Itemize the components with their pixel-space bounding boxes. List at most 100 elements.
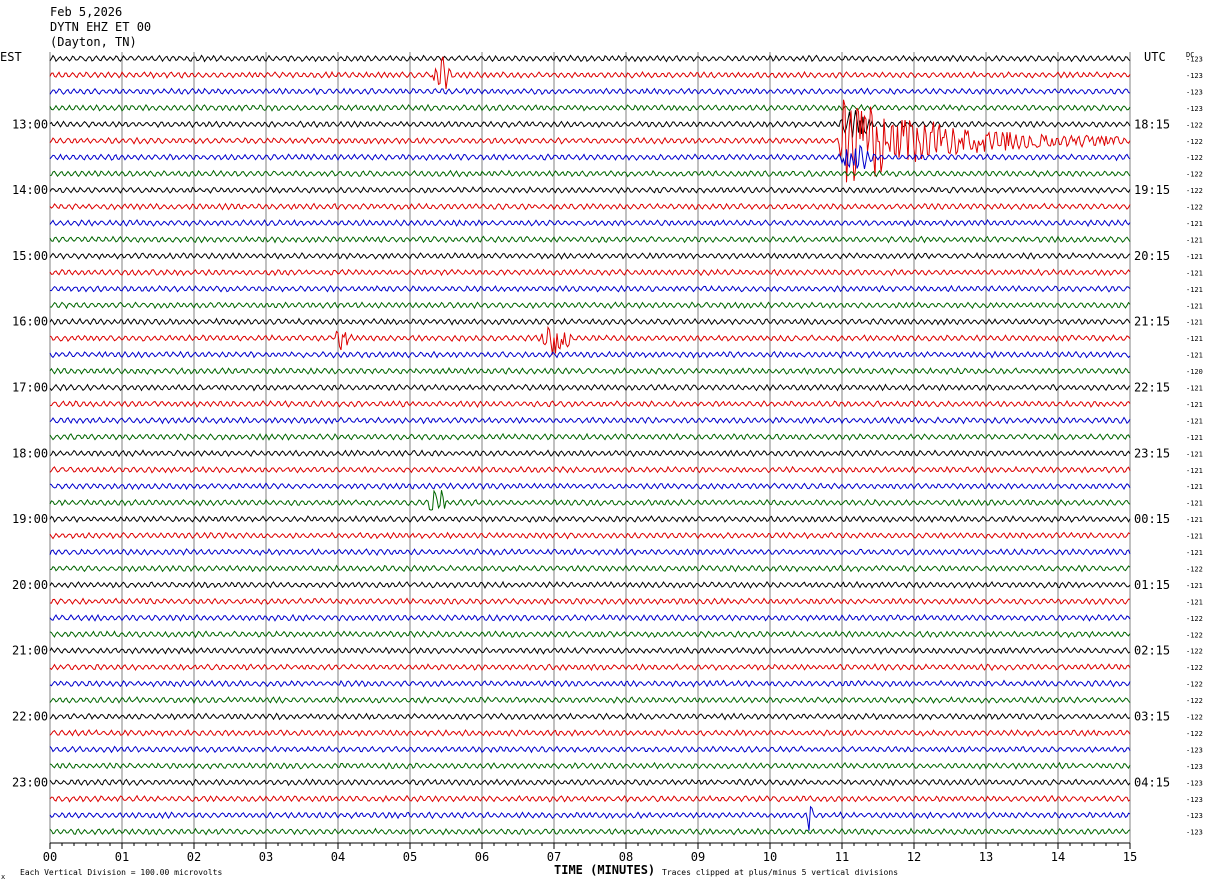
utc-hour-label: 19:15 [1134,183,1170,197]
x-tick-label: 03 [259,850,273,864]
trace-line [49,103,1131,112]
dc-offset-value: -121 [1186,500,1203,508]
dc-offset-value: -121 [1186,253,1203,261]
x-tick-label: 04 [331,850,345,864]
dc-offset-header: DC [1186,51,1194,59]
dc-offset-value: -122 [1186,664,1203,672]
dc-offset-value: -121 [1186,401,1203,409]
dc-offset-value: -123 [1186,72,1203,80]
x-tick-label: 10 [763,850,777,864]
utc-hour-label: 03:15 [1134,710,1170,724]
trace-line [49,712,1131,721]
trace-line [49,399,1131,408]
trace-line [49,169,1131,178]
utc-hour-label: 20:15 [1134,249,1170,263]
dc-offset-value: -123 [1186,88,1203,96]
est-hour-label: 21:00 [12,644,48,658]
trace-line [49,268,1131,277]
dc-offset-value: -121 [1186,352,1203,360]
dc-offset-value: -120 [1186,368,1203,376]
dc-offset-value: -121 [1186,286,1203,294]
trace-line [49,235,1131,244]
utc-hour-labels: 18:15 19:15 20:15 21:15 22:15 23:15 00:15 01:15… [1134,117,1170,789]
trace-line [49,564,1131,573]
trace-line [49,663,1131,672]
x-tick-label: 12 [907,850,921,864]
est-hour-label: 22:00 [12,710,48,724]
trace-line [49,794,1131,803]
utc-hour-label: 21:15 [1134,315,1170,329]
dc-offset-value: -122 [1186,648,1203,656]
header-location: (Dayton, TN) [50,35,137,49]
dc-offset-value: -121 [1186,467,1203,475]
est-hour-label: 18:00 [12,446,48,460]
dc-offset-value: -121 [1186,483,1203,491]
dc-offset-value: -123 [1186,796,1203,804]
corner-mark: x [1,873,5,881]
trace-line [49,482,1131,491]
trace-line [49,613,1131,622]
trace-line [49,696,1131,705]
dc-offset-value: -121 [1186,269,1203,277]
trace-line [49,630,1131,639]
trace-line [49,325,1131,355]
dc-offset-value: -122 [1186,154,1203,162]
header-date: Feb 5,2026 [50,5,122,19]
utc-hour-label: 00:15 [1134,512,1170,526]
dc-offset-value: -122 [1186,204,1203,212]
trace-line [49,646,1131,655]
trace-line [49,251,1131,260]
dc-offset-value: -121 [1186,319,1203,327]
dc-offset-value: -123 [1186,746,1203,754]
chart-header: Feb 5,2026 DYTN EHZ ET 00 (Dayton, TN) [50,5,151,49]
trace-line [49,449,1131,458]
dc-offset-value: -121 [1186,450,1203,458]
utc-hour-label: 02:15 [1134,644,1170,658]
trace-line [49,547,1131,557]
est-hour-label: 23:00 [12,775,48,789]
trace-line [49,745,1131,754]
trace-line [49,805,1131,831]
dc-offset-value: -121 [1186,533,1203,541]
scale-note: Each Vertical Division = 100.00 microvol… [20,868,222,877]
est-hour-labels: 13:00 14:00 15:00 16:00 17:00 18:00 19:00 20:00… [12,117,48,789]
trace-line [49,186,1131,194]
trace-line [49,144,1131,169]
trace-line [49,87,1131,96]
dc-offset-value: -121 [1186,417,1203,425]
dc-offset-value: -121 [1186,220,1203,228]
x-tick-label: 09 [691,850,705,864]
trace-line [49,489,1131,511]
utc-hour-label: 04:15 [1134,775,1170,789]
est-hour-label: 13:00 [12,117,48,131]
dc-offset-value: -122 [1186,615,1203,623]
dc-offset-value: -122 [1186,714,1203,722]
est-hour-label: 19:00 [12,512,48,526]
dc-offset-value: -122 [1186,138,1203,146]
trace-line [49,597,1131,606]
dc-offset-value: -123 [1186,812,1203,820]
time-grid [49,52,1131,843]
est-hour-label: 15:00 [12,249,48,263]
trace-line [49,301,1131,310]
dc-offset-value: -121 [1186,302,1203,310]
dc-offset-value: -121 [1186,549,1203,557]
dc-offset-value: -121 [1186,434,1203,442]
dc-offset-value: -121 [1186,236,1203,244]
trace-line [49,383,1131,392]
trace-line [49,778,1131,787]
dc-offset-value: -121 [1186,516,1203,524]
seismogram-traces [49,54,1131,836]
trace-line [49,99,1131,183]
dc-offset-value: -122 [1186,681,1203,689]
trace-line [49,827,1131,836]
dc-offset-value: -122 [1186,565,1203,573]
dc-offset-value: -122 [1186,631,1203,639]
x-tick-label: 13 [979,850,993,864]
dc-offset-labels: -123 -123 -123 -123 -122 -122 -122 -122 -122 -122… [1186,56,1203,837]
left-timezone-label: EST [0,50,22,64]
trace-line [49,761,1131,770]
x-axis: 00 01 02 03 04 05 06 07 08 09 10 11 12 13 14 15 [43,842,1137,864]
dc-offset-value: -121 [1186,598,1203,606]
utc-hour-label: 23:15 [1134,446,1170,460]
